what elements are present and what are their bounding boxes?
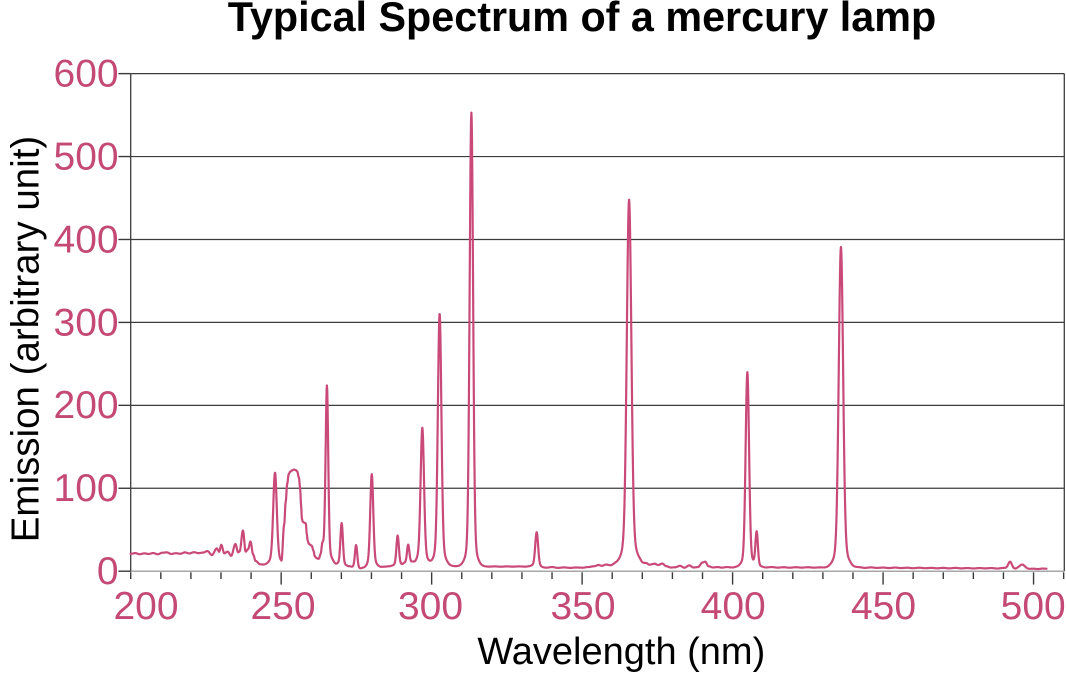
svg-text:400: 400 (701, 585, 766, 628)
svg-text:200: 200 (54, 384, 119, 427)
svg-text:Wavelength (nm): Wavelength (nm) (477, 631, 765, 673)
svg-text:400: 400 (54, 218, 119, 261)
svg-text:0: 0 (97, 550, 119, 593)
svg-text:250: 250 (250, 585, 315, 628)
svg-text:Emission (arbitrary unit): Emission (arbitrary unit) (5, 136, 48, 543)
svg-text:350: 350 (550, 585, 615, 628)
svg-text:500: 500 (54, 135, 119, 178)
svg-text:450: 450 (851, 585, 916, 628)
svg-text:100: 100 (54, 467, 119, 510)
svg-text:300: 300 (54, 301, 119, 344)
svg-text:300: 300 (398, 585, 463, 628)
svg-text:200: 200 (113, 585, 178, 628)
svg-text:Typical Spectrum of a mercury: Typical Spectrum of a mercury lamp (228, 0, 936, 40)
svg-text:600: 600 (54, 52, 119, 95)
svg-text:500: 500 (1001, 585, 1066, 628)
